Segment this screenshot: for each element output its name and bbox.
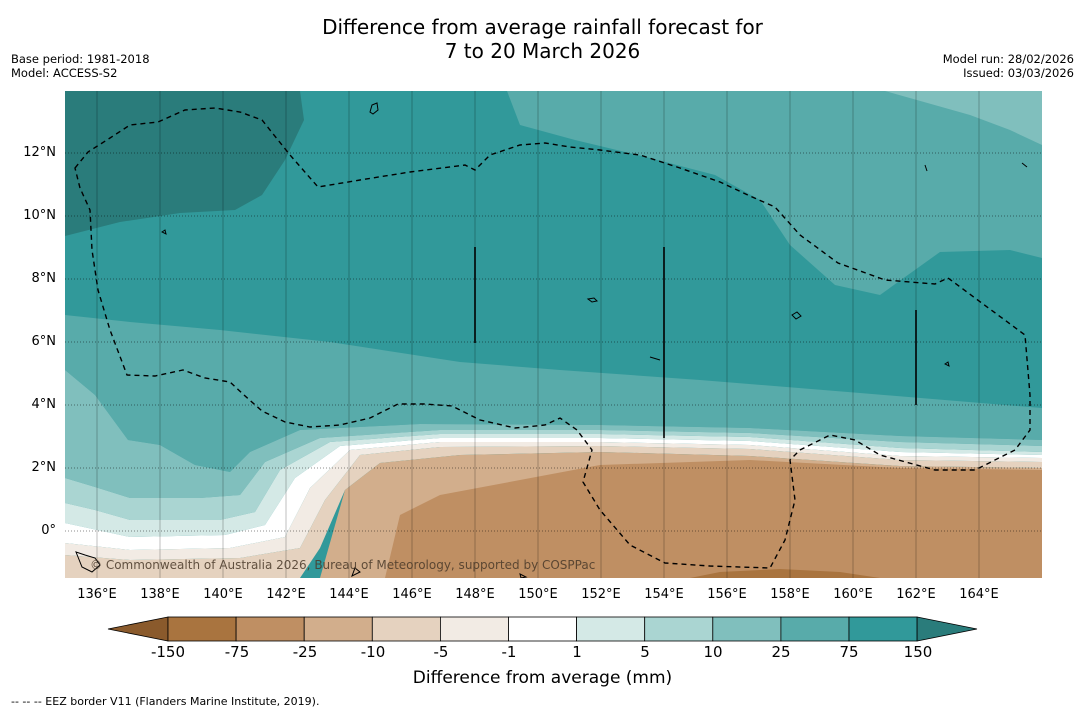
colorbar-bin <box>780 616 850 642</box>
colorbar-tick: 5 <box>640 643 650 661</box>
chart-title-line2: 7 to 20 March 2026 <box>444 39 641 63</box>
eez-legend-note: -- -- -- EEZ border V11 (Flanders Marine… <box>11 695 320 708</box>
lon-label: 164°E <box>959 587 999 602</box>
islands <box>75 102 1028 578</box>
colorbar-bin <box>508 616 577 642</box>
colorbar-bin <box>235 616 305 642</box>
colorbar-bin <box>848 616 918 642</box>
lat-label: 4°N <box>31 397 57 412</box>
colorbar-tick: -10 <box>360 643 386 661</box>
colorbar-over-arrow <box>916 616 978 642</box>
lat-label: 2°N <box>31 460 57 475</box>
lat-label: 6°N <box>31 334 57 349</box>
lon-label: 138°E <box>140 587 180 602</box>
lat-gridlines <box>65 152 1042 532</box>
colorbar-bin <box>644 616 714 642</box>
island-chains <box>474 247 917 438</box>
colorbar-under-arrow <box>107 616 169 642</box>
band-minus10-5 <box>65 446 1042 578</box>
colorbar-tick: 150 <box>903 643 933 661</box>
band-minus1-1 <box>65 434 1042 537</box>
eez-palau-fsm <box>74 107 1031 569</box>
colorbar-title: Difference from average (mm) <box>412 668 673 688</box>
colorbar-tick: -25 <box>292 643 318 661</box>
lat-label: 10°N <box>23 208 56 223</box>
band-5-10 <box>65 370 1042 498</box>
lon-label: 148°E <box>455 587 495 602</box>
meta-right: Model run: 28/02/2026 Issued: 03/03/2026 <box>943 52 1074 80</box>
copyright-notice: © Commonwealth of Australia 2026, Bureau… <box>90 558 596 572</box>
colorbar-bin <box>303 616 373 642</box>
lon-label: 156°E <box>707 587 747 602</box>
lon-label: 146°E <box>392 587 432 602</box>
colorbar-tick: -1 <box>501 643 517 661</box>
colorbar-bin <box>576 616 646 642</box>
lon-label: 160°E <box>833 587 873 602</box>
lon-label: 152°E <box>581 587 621 602</box>
chart-title-line1: Difference from average rainfall forecas… <box>322 15 763 39</box>
model-name: Model: ACCESS-S2 <box>11 66 118 80</box>
lat-label: 0° <box>41 523 56 538</box>
colorbar-tick: 10 <box>703 643 723 661</box>
model-run: Model run: 28/02/2026 <box>942 52 1074 66</box>
lat-label: 12°N <box>23 145 56 160</box>
colorbar-tick: 25 <box>771 643 791 661</box>
colorbar-tick: -5 <box>433 643 449 661</box>
lon-label: 136°E <box>77 587 117 602</box>
band-minus150-75 <box>690 569 880 578</box>
lon-label: 158°E <box>770 587 810 602</box>
lon-label: 142°E <box>266 587 306 602</box>
lat-label: 8°N <box>31 271 57 286</box>
lon-label: 162°E <box>896 587 936 602</box>
band-white <box>65 438 1042 550</box>
base-period: Base period: 1981-2018 <box>11 52 150 66</box>
lon-label: 140°E <box>203 587 243 602</box>
colorbar <box>107 616 978 642</box>
issued-date: Issued: 03/03/2026 <box>963 66 1074 80</box>
colorbar-tick: 75 <box>839 643 859 661</box>
region-ne-lighter <box>885 91 1042 145</box>
band-minus75-25 <box>385 460 1042 578</box>
band-1-5 <box>65 430 1042 520</box>
region-ne-light <box>507 91 1042 295</box>
map-fills <box>65 91 1042 578</box>
colorbar-tick: 1 <box>572 643 582 661</box>
lon-gridlines <box>96 91 980 578</box>
lon-label: 144°E <box>329 587 369 602</box>
region-high-positive <box>65 91 304 236</box>
lon-label: 154°E <box>644 587 684 602</box>
lon-label: 150°E <box>518 587 558 602</box>
band-10-25 <box>65 315 1042 472</box>
colorbar-tick: -150 <box>150 643 186 661</box>
colorbar-tick: -75 <box>224 643 250 661</box>
colorbar-bin <box>371 616 441 642</box>
colorbar-bin <box>167 616 237 642</box>
colorbar-bin <box>712 616 782 642</box>
eez-borders <box>74 107 1031 569</box>
colorbar-bin <box>439 616 509 642</box>
meta-left: Base period: 1981-2018 Model: ACCESS-S2 <box>11 52 150 80</box>
